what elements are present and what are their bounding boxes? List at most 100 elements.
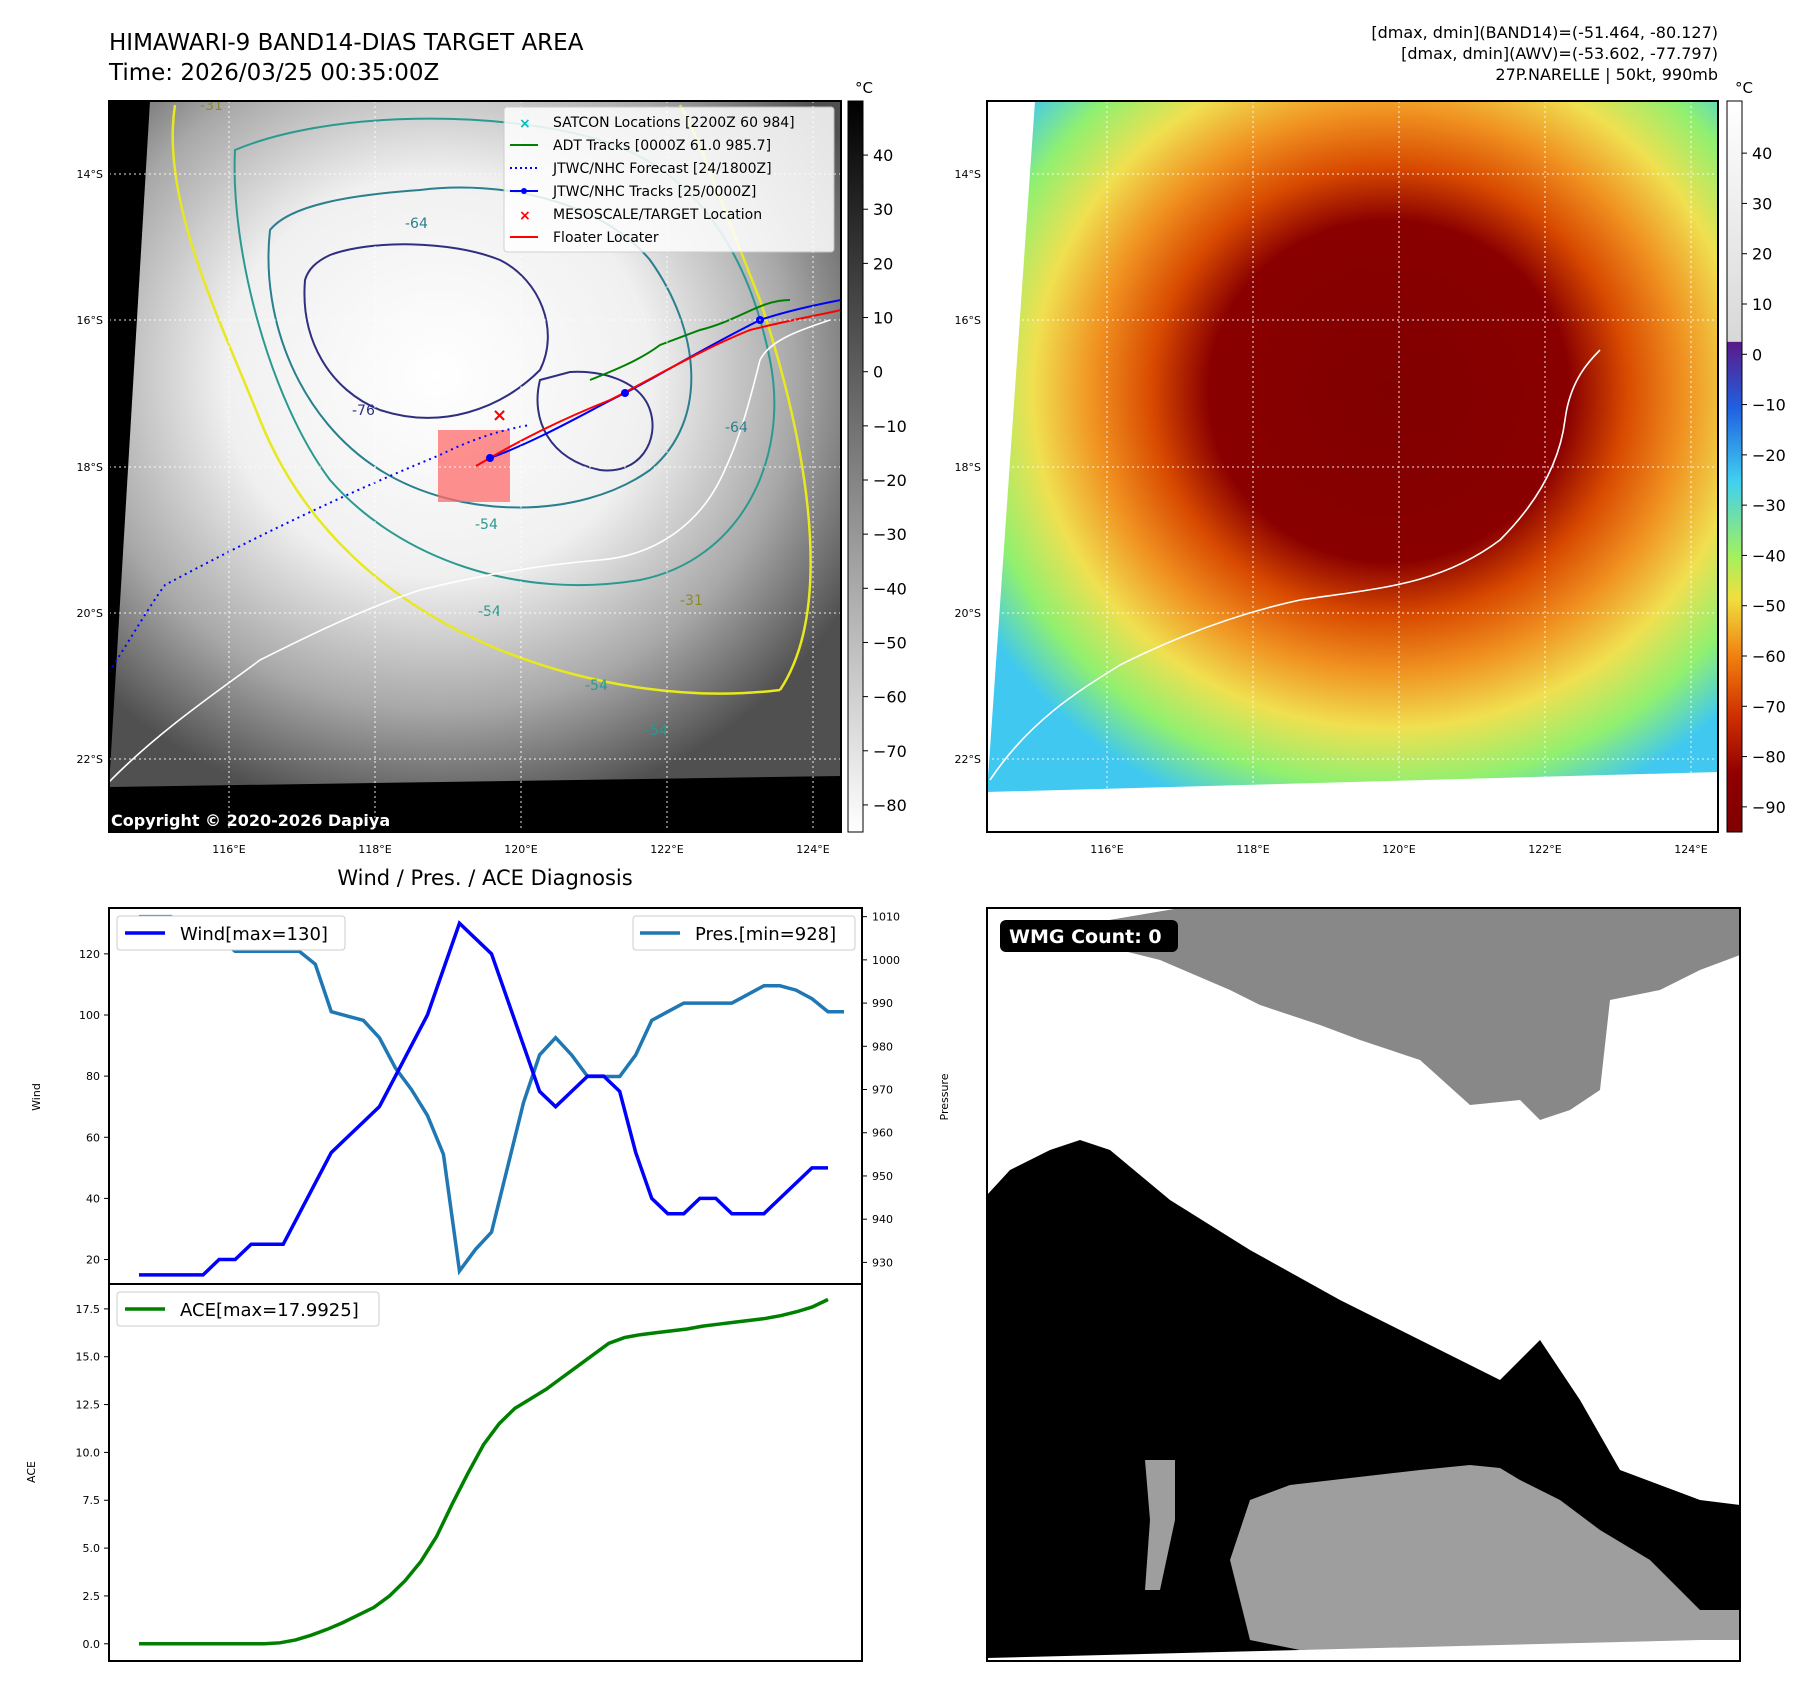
legend-entry: JTWC/NHC Tracks [25/0000Z] [552, 184, 756, 200]
dmax-band14-label: [dmax, dmin](BAND14)=(-51.464, -80.127) [1371, 23, 1718, 42]
lat-label: 22°S [77, 753, 103, 766]
colorbar-tick-label: −60 [873, 688, 907, 707]
lat-label: 20°S [77, 607, 103, 620]
left-map-lat-labels: 14°S 16°S 18°S 20°S 22°S [77, 168, 103, 766]
left-map-contour-navy-center [536, 370, 654, 472]
lon-label: 122°E [650, 843, 683, 856]
right-map-lon-labels: 116°E 118°E 120°E 122°E 124°E [1090, 843, 1707, 856]
pressure-legend-box [632, 915, 856, 951]
legend-marker-mesoscale: × [519, 208, 531, 224]
wind-legend-label: Wind[max=130] [180, 924, 328, 945]
left-map-lon-labels: 116°E 118°E 120°E 122°E 124°E [212, 843, 829, 856]
floater-target-box [438, 430, 510, 502]
colorbar-tick-label: −30 [873, 525, 907, 544]
left-colorbar-ticks: 40 30 20 10 0 −10 −20 −30 −40 −50 −60 −70 −80 [863, 146, 907, 815]
y-tick-label: 40 [86, 1192, 100, 1205]
lat-label: 22°S [955, 753, 981, 766]
storm-info-label: 27P.NARELLE | 50kt, 990mb [1495, 65, 1718, 84]
left-colorbar: °C 40 30 20 10 0 −10 −20 −30 −40 −50 −60 −70 −80 [847, 79, 907, 833]
wind-axis-label: Wind [30, 1083, 43, 1111]
wmg-label-background [1000, 920, 1178, 952]
colorbar-tick-label: −90 [1752, 798, 1786, 817]
colorbar-tick-label: −20 [1752, 446, 1786, 465]
legend-marker-satcon: × [519, 116, 531, 132]
y-tick-label: 0.0 [83, 1638, 101, 1651]
colorbar-tick-label: −40 [1752, 546, 1786, 565]
ace-legend-box [116, 1291, 380, 1327]
track-legend: × × SATCON Locations [2200Z 60 984] ADT … [503, 106, 835, 253]
y-right-tick-label: 990 [872, 997, 893, 1010]
right-colorbar-unit: °C [1735, 79, 1753, 97]
pressure-series-line [139, 914, 845, 1276]
y-tick-label: 10.0 [76, 1446, 101, 1459]
lat-label: 14°S [77, 168, 103, 181]
lon-label: 122°E [1528, 843, 1561, 856]
lon-label: 118°E [358, 843, 391, 856]
legend-entry: SATCON Locations [2200Z 60 984] [553, 115, 795, 131]
right-ir-map [986, 100, 1719, 833]
right-map-coastline [989, 349, 1601, 781]
mesoscale-target-marker: × [492, 405, 507, 426]
diagnosis-title: Wind / Pres. / ACE Diagnosis [337, 866, 632, 890]
wmg-region-gray-small [1145, 1460, 1175, 1590]
legend-marker-jtwc-dot [521, 188, 527, 194]
colorbar-tick-label: −80 [1752, 748, 1786, 767]
y-tick-label: 7.5 [83, 1494, 101, 1507]
colorbar-tick-label: −60 [1752, 647, 1786, 666]
colorbar-tick-label: 40 [873, 146, 893, 165]
colorbar-tick-label: −80 [873, 796, 907, 815]
colorbar-tick-label: 40 [1752, 144, 1772, 163]
colorbar-tick-label: −30 [1752, 496, 1786, 515]
pressure-legend-label: Pres.[min=928] [695, 924, 836, 945]
colorbar-tick-label: 30 [873, 200, 893, 219]
colorbar-tick-label: −70 [1752, 697, 1786, 716]
colorbar-tick-label: −40 [873, 579, 907, 598]
contour-label: -54 [475, 517, 498, 533]
legend-entry: Floater Locater [553, 230, 659, 246]
lon-label: 118°E [1236, 843, 1269, 856]
colorbar-tick-label: 10 [1752, 295, 1772, 314]
right-map-lat-labels: 14°S 16°S 18°S 20°S 22°S [955, 168, 981, 766]
left-ir-map: × -31 -64 -76 -64 -54 -54 -31 -54 -54 Co… [108, 100, 842, 833]
wind-legend-box [116, 915, 346, 951]
right-colorbar-ticks: 40 30 20 10 0 −10 −20 −30 −40 −50 −60 −70 −80 −90 [1742, 144, 1786, 817]
jtwc-track-point [621, 389, 629, 397]
y-tick-label: 17.5 [76, 1303, 101, 1316]
lat-label: 20°S [955, 607, 981, 620]
y-tick-label: 120 [79, 948, 100, 961]
pressure-axis-label: Pressure [938, 1073, 951, 1120]
left-map-contour-navy [303, 243, 549, 419]
y-tick-label: 100 [79, 1009, 100, 1022]
wmg-region-gray-bottom [1230, 1465, 1740, 1650]
lon-label: 124°E [1674, 843, 1707, 856]
y-tick-label: 2.5 [83, 1590, 101, 1603]
lon-label: 116°E [212, 843, 245, 856]
colorbar-tick-label: 30 [1752, 194, 1772, 213]
colorbar-tick-label: 20 [873, 254, 893, 273]
contour-label: -76 [352, 403, 375, 419]
figure-time: Time: 2026/03/25 00:35:00Z [108, 60, 439, 86]
lat-label: 14°S [955, 168, 981, 181]
colorbar-tick-label: −70 [873, 742, 907, 761]
ace-legend-label: ACE[max=17.9925] [180, 1300, 359, 1321]
colorbar-tick-label: −50 [1752, 597, 1786, 616]
left-map-contour-teal-inner [267, 186, 693, 509]
left-colorbar-unit: °C [855, 79, 873, 97]
lon-label: 120°E [504, 843, 537, 856]
wind-pressure-panel: Wind Pressure 20 40 60 80 100 120 930 940 950 960… [30, 907, 951, 1285]
left-map-coastline [109, 319, 831, 783]
right-map-gridlines [987, 101, 1718, 832]
wmg-count-label: WMG Count: 0 [1009, 926, 1162, 948]
colorbar-tick-label: 0 [1752, 345, 1762, 364]
y-tick-label: 15.0 [76, 1351, 101, 1364]
legend-entry: JTWC/NHC Forecast [24/1800Z] [552, 161, 772, 177]
ace-series-line [139, 1297, 829, 1646]
floater-track-line [475, 309, 841, 467]
y-tick-label: 60 [86, 1131, 100, 1144]
lat-label: 18°S [955, 461, 981, 474]
wmg-panel: WMG Count: 0 [986, 907, 1741, 1662]
colorbar-tick-label: 10 [873, 309, 893, 328]
legend-entry: ADT Tracks [0000Z 61.0 985.7] [553, 138, 771, 154]
colorbar-tick-label: −10 [1752, 396, 1786, 415]
